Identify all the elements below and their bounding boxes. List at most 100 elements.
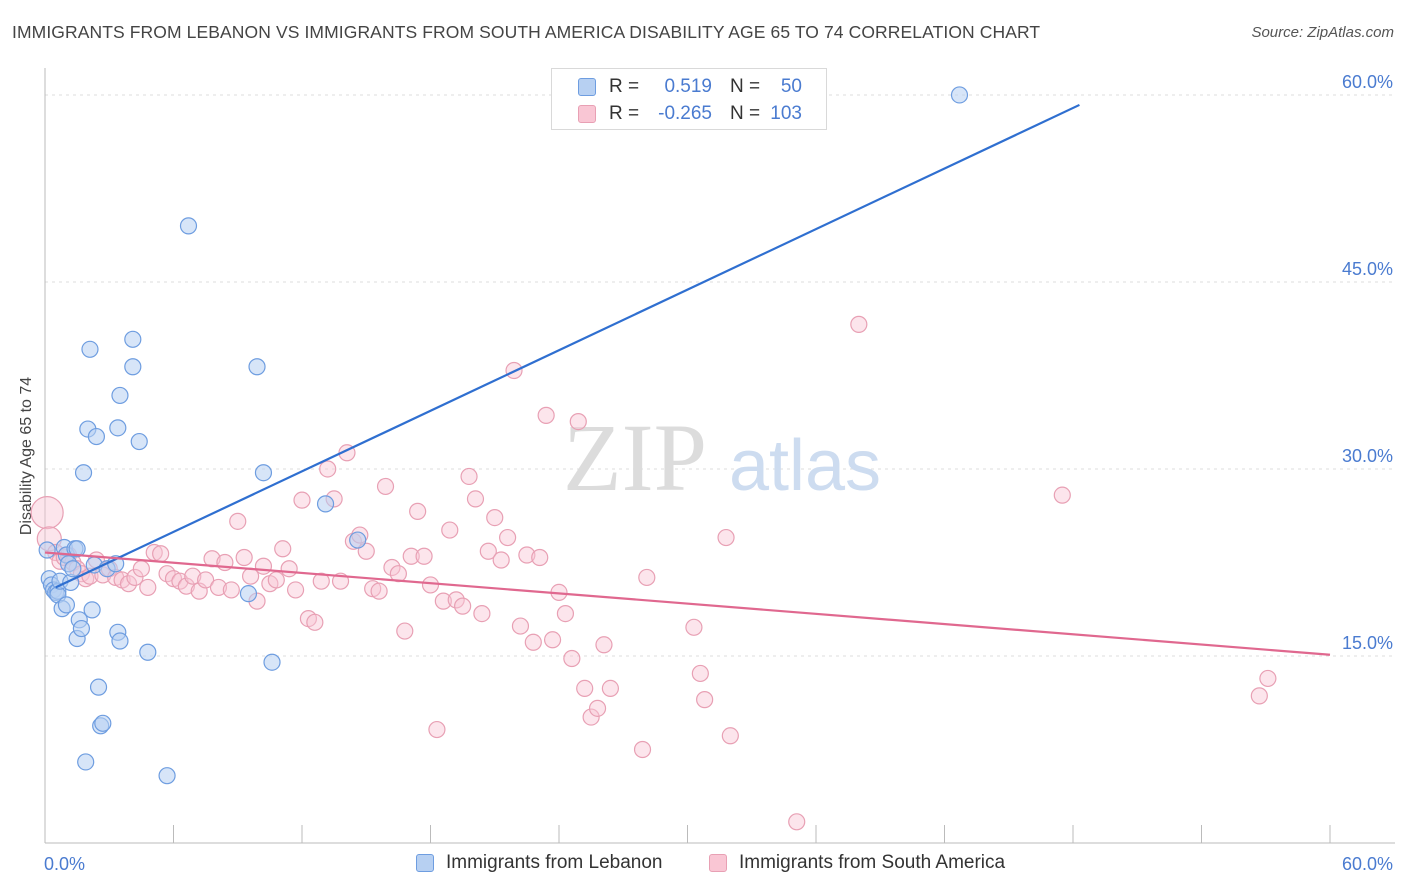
- data-point: [415, 547, 433, 565]
- data-point: [543, 631, 562, 649]
- data-point: [126, 568, 144, 587]
- tick-labels: 15.0% 30.0% 45.0% 60.0% 0.0% 60.0%: [44, 72, 1393, 874]
- data-point: [950, 86, 969, 104]
- data-point: [306, 613, 324, 631]
- data-point: [229, 512, 247, 530]
- data-point: [38, 541, 56, 559]
- data-point: [1250, 687, 1268, 705]
- data-point: [72, 619, 91, 638]
- lebanon-swatch: [578, 78, 596, 96]
- r-label: R =: [609, 103, 640, 124]
- data-point: [524, 633, 542, 651]
- data-point: [119, 575, 138, 593]
- y-tick-label: 45.0%: [1342, 259, 1393, 279]
- data-point: [209, 578, 228, 597]
- data-point: [158, 767, 176, 785]
- data-point: [280, 560, 298, 578]
- series-immigrants-from-south-america: [30, 315, 1277, 831]
- data-point: [563, 649, 581, 668]
- legend-label: Immigrants from South America: [739, 852, 1006, 873]
- data-point: [124, 330, 142, 348]
- data-point: [81, 340, 99, 358]
- legend-swatch-lebanon: [416, 854, 434, 872]
- data-point: [511, 617, 530, 635]
- data-point: [409, 502, 427, 520]
- data-point: [638, 568, 656, 587]
- data-point: [531, 548, 549, 567]
- r-value: 0.519: [664, 76, 712, 97]
- data-point: [83, 601, 101, 619]
- data-point: [466, 490, 485, 508]
- watermark: ZIP atlas: [563, 404, 881, 511]
- legend-label: Immigrants from Lebanon: [446, 852, 663, 873]
- watermark-atlas: atlas: [729, 426, 881, 506]
- data-point: [254, 464, 273, 482]
- data-point: [499, 528, 517, 547]
- data-point: [319, 460, 337, 478]
- data-point: [582, 708, 600, 726]
- data-point: [177, 577, 195, 595]
- data-point: [64, 560, 82, 578]
- stats-box: R = 0.519 N = 50 R = -0.265 N = 103: [551, 68, 827, 130]
- x-tick-label: 0.0%: [44, 854, 85, 874]
- legend-swatch-south-america: [709, 854, 727, 872]
- data-point: [111, 386, 129, 405]
- data-point: [421, 576, 440, 594]
- data-point: [376, 477, 395, 496]
- data-point: [428, 720, 446, 739]
- data-point: [447, 591, 465, 609]
- data-point: [254, 557, 273, 575]
- data-point: [518, 546, 536, 564]
- data-point: [263, 653, 281, 671]
- data-point: [179, 217, 198, 235]
- data-point: [383, 558, 401, 577]
- data-point: [696, 691, 714, 709]
- data-point: [492, 551, 510, 569]
- data-point: [74, 464, 93, 482]
- south-america-swatch: [578, 105, 596, 123]
- data-point: [441, 521, 459, 539]
- data-point: [370, 582, 388, 600]
- watermark-zip: ZIP: [563, 404, 707, 511]
- data-point: [152, 545, 170, 563]
- source-credit: Source: ZipAtlas.com: [1251, 24, 1394, 41]
- stats-row-south-america: R = -0.265 N = 103: [552, 101, 828, 127]
- axes: [44, 68, 1395, 844]
- data-point: [132, 560, 150, 578]
- legend-item-lebanon[interactable]: Immigrants from Lebanon: [416, 852, 663, 874]
- data-point: [197, 571, 215, 589]
- data-point: [94, 714, 112, 732]
- trend-line-lebanon: [55, 103, 1080, 589]
- data-point: [717, 528, 735, 547]
- data-point: [402, 547, 420, 565]
- data-point: [721, 727, 739, 745]
- data-point: [633, 740, 652, 759]
- data-point: [460, 467, 478, 486]
- data-point: [349, 531, 367, 549]
- data-point: [556, 605, 575, 623]
- data-point: [434, 592, 452, 610]
- data-point: [479, 542, 497, 560]
- x-tick-label: 60.0%: [1342, 854, 1393, 874]
- stats-row-lebanon: R = 0.519 N = 50: [552, 74, 828, 100]
- legend-item-south-america[interactable]: Immigrants from South America: [709, 852, 1005, 874]
- data-point: [569, 413, 587, 431]
- data-point: [537, 406, 555, 424]
- data-point: [235, 548, 253, 567]
- data-point: [139, 643, 157, 661]
- data-point: [486, 509, 504, 527]
- n-label: N =: [730, 103, 761, 124]
- data-point: [68, 540, 86, 558]
- data-point: [109, 419, 127, 437]
- data-point: [588, 699, 607, 717]
- data-point: [595, 636, 613, 654]
- n-label: N =: [730, 76, 761, 97]
- data-point: [267, 571, 285, 589]
- data-point: [286, 581, 305, 599]
- data-point: [691, 664, 709, 683]
- data-point: [685, 618, 703, 636]
- data-point: [239, 585, 258, 603]
- data-point: [293, 491, 311, 509]
- n-value: 103: [770, 103, 802, 124]
